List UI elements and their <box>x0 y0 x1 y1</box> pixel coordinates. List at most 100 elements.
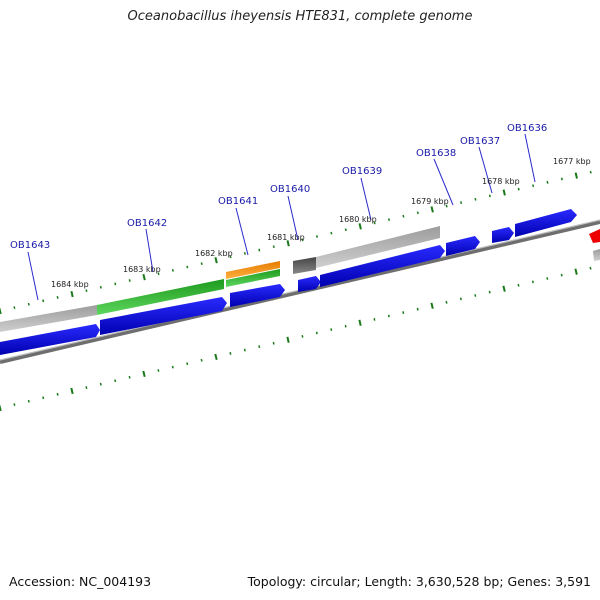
cds-arrow <box>320 245 445 287</box>
tick-mark <box>27 302 30 306</box>
tick-mark <box>229 255 232 259</box>
tick-mark <box>214 353 218 361</box>
tick-mark <box>27 399 30 403</box>
tick-mark <box>171 365 174 369</box>
tick-mark <box>574 268 578 275</box>
tick-mark <box>301 335 304 338</box>
tick-mark <box>99 382 102 386</box>
tick-mark <box>445 300 448 304</box>
tick-mark <box>502 285 506 292</box>
tick-mark <box>56 392 59 396</box>
tick-mark <box>0 307 2 315</box>
cds-track <box>0 209 577 355</box>
kbp-label: 1684 kbp <box>51 280 89 289</box>
cds-arrow <box>492 227 514 243</box>
tick-mark <box>42 396 45 400</box>
tick-mark <box>330 328 333 331</box>
tick-mark <box>56 296 59 299</box>
gene-label-OB1642: OB1642 <box>127 218 167 229</box>
tick-mark <box>258 248 261 252</box>
tick-mark <box>330 231 333 235</box>
tick-mark <box>532 184 535 188</box>
kbp-label: 1682 kbp <box>195 249 233 258</box>
genome-summary: Topology: circular; Length: 3,630,528 bp… <box>247 574 591 589</box>
cds-arrow <box>230 284 285 307</box>
tick-mark <box>488 194 491 198</box>
cds-arrow <box>446 236 480 256</box>
tick-mark <box>546 180 549 184</box>
tick-mark <box>402 214 405 218</box>
tick-mark <box>344 324 347 328</box>
tick-mark <box>286 240 290 247</box>
tick-mark <box>474 294 477 297</box>
tick-mark <box>214 257 218 264</box>
tick-mark <box>272 341 275 345</box>
gene-bar-gray <box>0 305 97 332</box>
gene-bar-gray-edge <box>593 249 600 261</box>
tick-mark <box>315 235 319 238</box>
tick-mark <box>416 211 419 215</box>
tick-mark <box>474 197 477 201</box>
tick-mark <box>315 331 318 335</box>
gene-label-OB1639: OB1639 <box>342 166 382 177</box>
tick-mark <box>229 352 232 355</box>
tick-mark <box>358 223 362 230</box>
cds-arrow <box>298 276 321 292</box>
tick-mark <box>560 273 563 277</box>
gene-label-OB1643: OB1643 <box>10 240 50 251</box>
feature-track-upper <box>0 226 440 332</box>
tick-mark <box>70 290 74 298</box>
tick-mark <box>358 319 362 326</box>
tick-mark <box>560 177 563 181</box>
tick-mark <box>430 302 434 309</box>
tick-mark <box>114 282 117 286</box>
tick-mark <box>0 404 2 412</box>
tick-mark <box>142 370 146 378</box>
gene-label-OB1636: OB1636 <box>507 123 547 134</box>
tick-mark <box>99 285 102 289</box>
tick-mark <box>387 218 391 221</box>
feature-edge-right <box>589 229 600 261</box>
tick-mark <box>344 228 347 232</box>
tick-mark <box>546 277 549 280</box>
tick-mark <box>430 206 434 213</box>
gene-bar-green-small <box>226 269 280 287</box>
kbp-label: 1678 kbp <box>482 177 520 186</box>
tick-mark <box>114 379 117 383</box>
cds-arrow <box>0 324 100 355</box>
tick-mark <box>373 318 376 321</box>
gene-labels: OB1643 OB1642 OB1641 OB1640 OB1639 OB163… <box>10 123 547 251</box>
gene-callouts <box>27 133 536 301</box>
tick-mark <box>517 283 520 287</box>
tick-mark <box>445 204 448 208</box>
kbp-label: 1680 kbp <box>339 215 377 224</box>
tick-mark <box>502 189 506 196</box>
gene-bar-orange <box>226 261 280 279</box>
outer-tick-track <box>0 170 592 315</box>
tick-mark <box>459 297 462 301</box>
accession-label: Accession: NC_004193 <box>9 574 152 589</box>
tick-mark <box>373 221 376 225</box>
tick-mark <box>258 345 261 349</box>
tick-mark <box>416 307 419 311</box>
tick-mark <box>488 290 491 294</box>
tick-mark <box>186 265 189 269</box>
tick-mark <box>200 358 203 362</box>
tick-mark <box>574 172 578 179</box>
tick-mark <box>85 289 88 293</box>
cds-arrow <box>515 209 577 237</box>
tick-mark <box>157 272 160 276</box>
gene-label-OB1637: OB1637 <box>460 136 500 147</box>
gene-label-OB1638: OB1638 <box>416 148 456 159</box>
tick-mark <box>531 280 534 284</box>
kbp-label: 1677 kbp <box>553 157 591 166</box>
cds-arrow <box>100 297 227 335</box>
tick-mark <box>42 299 45 303</box>
gene-label-OB1640: OB1640 <box>270 184 310 195</box>
tick-mark <box>272 245 275 249</box>
tick-mark <box>13 306 16 309</box>
tick-mark <box>171 269 174 272</box>
tick-mark <box>85 386 88 389</box>
